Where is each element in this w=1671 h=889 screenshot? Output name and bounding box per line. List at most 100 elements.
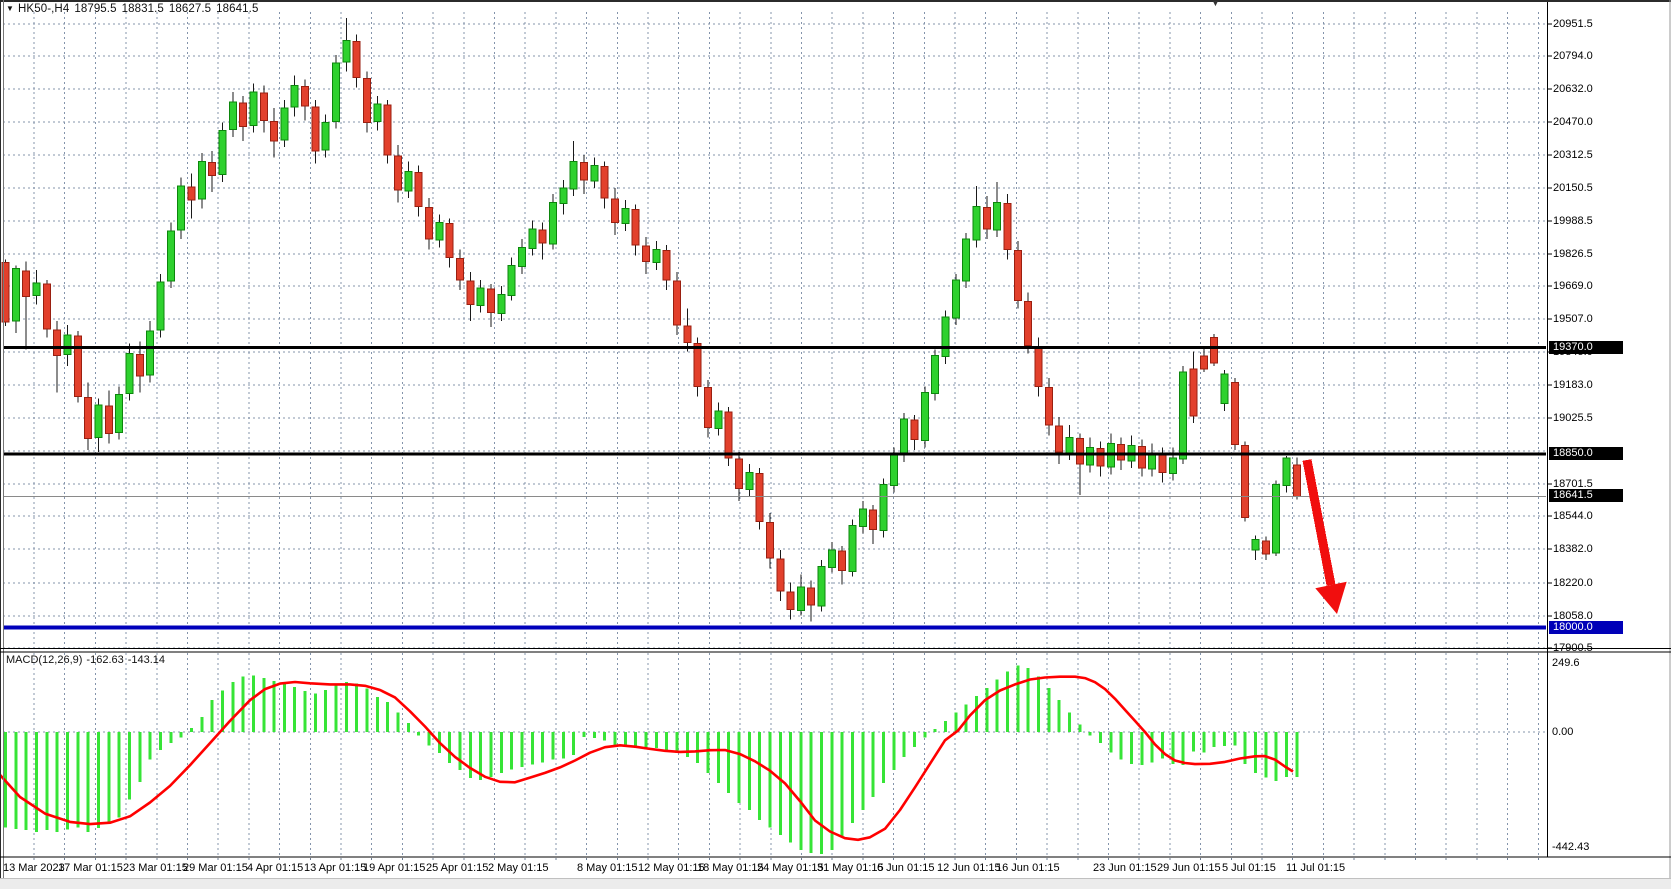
candle-bear: [1199, 355, 1208, 370]
candle-bull: [621, 207, 630, 225]
candle-bull: [249, 91, 258, 127]
macd-histogram-bar: [1160, 732, 1164, 759]
macd-histogram-bar: [334, 684, 338, 732]
candle-bull: [590, 164, 599, 182]
candle-bull: [569, 160, 578, 190]
candle-bear: [270, 120, 279, 142]
macd-histogram-bar: [76, 732, 80, 828]
macd-histogram-bar: [14, 732, 18, 829]
macd-histogram-bar: [644, 732, 648, 750]
candle-bull: [745, 471, 754, 491]
trend-arrow-head[interactable]: [1315, 581, 1347, 614]
candle-bull: [497, 293, 506, 315]
macd-histogram-bar: [902, 732, 906, 757]
candle-bull: [507, 265, 516, 296]
candle-bear: [776, 558, 785, 592]
candle-bull: [342, 40, 351, 63]
macd-histogram-bar: [1202, 732, 1206, 753]
candle-bull: [1179, 371, 1188, 460]
candle-bear: [631, 208, 640, 246]
candle-bull: [290, 85, 299, 108]
macd-histogram-bar: [458, 732, 462, 771]
macd-histogram-bar: [1171, 732, 1175, 764]
candle-bear: [703, 386, 712, 428]
macd-histogram-bar: [944, 720, 948, 732]
macd-histogram-bar: [86, 732, 90, 833]
macd-histogram-bar: [1109, 732, 1113, 753]
candle-bear: [1003, 202, 1012, 250]
candle-bull: [156, 281, 165, 331]
candle-bear: [807, 587, 816, 606]
candle-bear: [487, 288, 496, 314]
macd-histogram-bar: [1191, 732, 1195, 752]
candle-bear: [610, 198, 619, 224]
candle-bull: [32, 282, 41, 296]
macd-histogram-bar: [427, 732, 431, 746]
macd-histogram-bar: [882, 732, 886, 783]
macd-histogram-bar: [272, 680, 276, 732]
candle-bull: [1272, 484, 1281, 554]
macd-histogram-bar: [179, 732, 183, 738]
macd-histogram-bar: [840, 732, 844, 838]
macd-histogram-bar: [830, 732, 834, 850]
macd-histogram-bar: [189, 727, 193, 732]
macd-histogram-bar: [262, 678, 266, 732]
macd-signal-line: [0, 675, 1294, 842]
macd-histogram-bar: [1067, 712, 1071, 732]
candle-bull: [548, 201, 557, 245]
candle-bear: [869, 509, 878, 531]
candle-bear: [259, 92, 268, 121]
macd-histogram-bar: [386, 702, 390, 732]
macd-histogram-bar: [1274, 732, 1278, 782]
macd-histogram-bar: [138, 732, 142, 782]
macd-histogram-bar: [65, 732, 69, 830]
macd-histogram-bar: [127, 732, 131, 800]
macd-histogram-bar: [871, 732, 875, 797]
candle-bear: [394, 155, 403, 191]
candle-bear: [982, 206, 991, 230]
macd-histogram-bar: [1006, 671, 1010, 732]
candle-bear: [1024, 300, 1033, 346]
macd-histogram-bar: [923, 732, 927, 738]
macd-histogram-bar: [479, 732, 483, 781]
macd-histogram-bar: [365, 688, 369, 732]
trend-arrow-shaft[interactable]: [1302, 459, 1336, 586]
macd-histogram-bar: [355, 683, 359, 732]
candle-bear: [579, 161, 588, 181]
macd-histogram-bar: [1129, 732, 1133, 764]
candle-bear: [734, 458, 743, 490]
candle-bull: [941, 316, 950, 358]
macd-histogram-bar: [1212, 732, 1216, 748]
candle-bull: [94, 404, 103, 438]
candle-bull: [11, 268, 20, 322]
candle-bull: [332, 62, 341, 122]
macd-histogram-bar: [603, 732, 607, 741]
candle-bear: [84, 397, 93, 440]
macd-histogram-bar: [313, 693, 317, 732]
candle-bear: [425, 206, 434, 240]
candle-bear: [683, 325, 692, 343]
candle-bull: [435, 222, 444, 241]
macd-histogram-bar: [592, 732, 596, 739]
macd-histogram-bar: [1119, 732, 1123, 760]
candle-bull: [889, 453, 898, 487]
candle-bear: [1292, 464, 1301, 497]
candle-bull: [63, 334, 72, 356]
candle-bull: [528, 228, 537, 249]
macd-histogram-bar: [1088, 732, 1092, 736]
candle-bear: [311, 106, 320, 152]
macd-histogram-bar: [954, 712, 958, 732]
candle-bear: [363, 78, 372, 123]
candle-bull: [931, 355, 940, 395]
candle-bull: [1086, 447, 1095, 466]
macd-histogram-bar: [861, 732, 865, 810]
candle-bear: [600, 165, 609, 199]
macd-histogram-bar: [851, 732, 855, 824]
candle-bull: [1251, 539, 1260, 551]
macd-histogram-bar: [706, 732, 710, 773]
macd-histogram-bar: [582, 732, 586, 737]
candle-bull: [652, 248, 661, 264]
macd-histogram-bar: [675, 732, 679, 754]
